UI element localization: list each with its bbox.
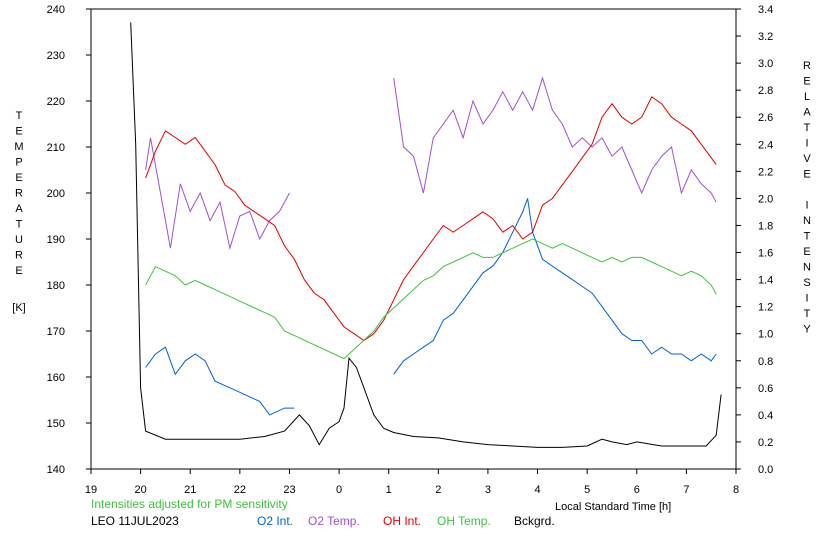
y-right-tick-label: 1.6 [758, 248, 773, 260]
y-left-tick-label: 220 [47, 96, 65, 108]
y-left-tick-label: 180 [47, 280, 65, 292]
left-title-char: A [15, 203, 23, 215]
right-y-axis: 0.0 0.2 0.4 0.6 0.8 1.0 1.2 1.4 1.6 1.8 2.0 2.2 2.4 2… [736, 4, 773, 476]
x-tick-label: 22 [234, 484, 246, 496]
y-right-tick-label: 3.2 [758, 31, 773, 43]
left-axis-unit: [K] [12, 302, 25, 314]
x-tick-label: 4 [534, 484, 540, 496]
y-left-tick-label: 230 [47, 50, 65, 62]
left-title-char: M [14, 141, 23, 153]
sensitivity-note: Intensities adjusted for PM sensitivity [91, 497, 288, 511]
station-date: LEO 11JUL2023 [91, 514, 179, 528]
left-title-char: E [15, 172, 22, 184]
x-tick-label: 3 [485, 484, 491, 496]
right-title-char: I [805, 138, 808, 150]
legend-item: O2 Int. [257, 514, 294, 528]
x-tick-label: 8 [733, 484, 739, 496]
y-right-tick-label: 1.4 [758, 275, 773, 287]
right-title-char: T [804, 308, 811, 320]
series-line-o2-temp [145, 76, 717, 251]
x-tick-label: 5 [584, 484, 590, 496]
right-title-char: E [803, 246, 810, 258]
series-line-o2-int [145, 198, 717, 416]
right-title-char: N [803, 215, 811, 227]
y-left-tick-label: 240 [47, 4, 65, 16]
y-right-tick-label: 0.2 [758, 437, 773, 449]
x-tick-label: 19 [85, 484, 97, 496]
right-title-char: V [803, 153, 811, 165]
right-title-char: N [803, 262, 811, 274]
left-title-char: R [15, 188, 23, 200]
legend-item: OH Temp. [437, 514, 491, 528]
x-tick-label: 0 [336, 484, 342, 496]
series-line-bckgrd [130, 22, 722, 448]
y-right-tick-label: 2.8 [758, 85, 773, 97]
legend-item: Bckgrd. [514, 514, 555, 528]
y-right-tick-label: 2.0 [758, 193, 773, 205]
right-title-char: T [804, 122, 811, 134]
right-title-char: S [803, 277, 810, 289]
y-left-tick-label: 140 [47, 464, 65, 476]
y-right-tick-label: 1.2 [758, 302, 773, 314]
left-y-axis: 140 150 160 170 180 190 200 210 220 230 240 [47, 4, 91, 476]
x-tick-label: 21 [184, 484, 196, 496]
y-left-tick-label: 210 [47, 142, 65, 154]
right-title-char: I [805, 200, 808, 212]
y-right-tick-label: 1.8 [758, 220, 773, 232]
y-right-tick-label: 2.4 [758, 139, 773, 151]
y-right-tick-label: 0.6 [758, 383, 773, 395]
series-layer [130, 22, 722, 448]
right-title-char: E [803, 76, 810, 88]
y-right-tick-label: 3.0 [758, 58, 773, 70]
y-left-tick-label: 160 [47, 372, 65, 384]
left-title-char: P [15, 157, 22, 169]
right-title-char: A [803, 107, 811, 119]
right-title-char: I [805, 293, 808, 305]
left-title-char: U [15, 234, 23, 246]
y-left-tick-label: 150 [47, 418, 65, 430]
plot-frame [90, 8, 737, 470]
right-title-char: Y [803, 324, 811, 336]
legend-item: O2 Temp. [308, 514, 360, 528]
left-title-char: T [16, 110, 23, 122]
y-right-tick-label: 0.4 [758, 410, 773, 422]
x-tick-label: 23 [283, 484, 295, 496]
y-right-tick-label: 0.8 [758, 356, 773, 368]
series-line-oh-temp [145, 238, 717, 360]
right-title-char: R [803, 60, 811, 72]
x-tick-label: 6 [634, 484, 640, 496]
y-right-tick-label: 2.2 [758, 166, 773, 178]
x-tick-label: 7 [683, 484, 689, 496]
x-tick-label: 2 [435, 484, 441, 496]
y-left-tick-label: 170 [47, 326, 65, 338]
y-left-tick-label: 190 [47, 234, 65, 246]
x-tick-label: 20 [134, 484, 146, 496]
left-title-char: R [15, 250, 23, 262]
right-title-char: L [804, 91, 810, 103]
y-left-tick-label: 200 [47, 188, 65, 200]
right-title-char: E [803, 169, 810, 181]
x-axis-label: Local Standard Time [h] [555, 501, 671, 513]
left-title-char: T [16, 219, 23, 231]
series-line-oh-int [145, 96, 717, 342]
y-right-tick-label: 3.4 [758, 4, 773, 16]
left-title-char: E [15, 265, 22, 277]
legend-item: OH Int. [383, 514, 422, 528]
left-title-char: E [15, 126, 22, 138]
right-title-char: T [804, 231, 811, 243]
y-right-tick-label: 0.0 [758, 464, 773, 476]
x-tick-label: 1 [386, 484, 392, 496]
y-right-tick-label: 1.0 [758, 329, 773, 341]
x-axis: 19 20 21 22 23 0 1 2 3 4 5 6 7 8 [85, 469, 739, 496]
y-right-tick-label: 2.6 [758, 112, 773, 124]
